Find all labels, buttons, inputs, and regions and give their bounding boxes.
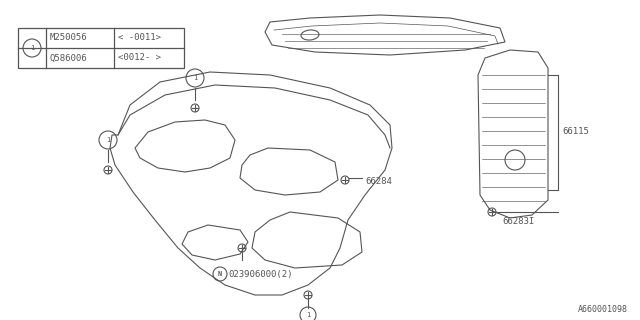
Text: 1: 1	[306, 312, 310, 318]
Text: 66115: 66115	[562, 127, 589, 137]
Text: 1: 1	[30, 45, 34, 51]
Text: <0012- >: <0012- >	[118, 53, 161, 62]
Text: M250056: M250056	[50, 34, 88, 43]
Text: A660001098: A660001098	[578, 305, 628, 314]
Text: 66284: 66284	[365, 177, 392, 186]
Text: 66283I: 66283I	[502, 218, 534, 227]
Bar	[18, 28, 184, 68]
Text: < -0011>: < -0011>	[118, 34, 161, 43]
Text: N: N	[218, 271, 222, 277]
Text: Q586006: Q586006	[50, 53, 88, 62]
Text: 1: 1	[106, 137, 110, 143]
Text: 023906000(2): 023906000(2)	[228, 269, 292, 278]
Text: 1: 1	[193, 75, 197, 81]
